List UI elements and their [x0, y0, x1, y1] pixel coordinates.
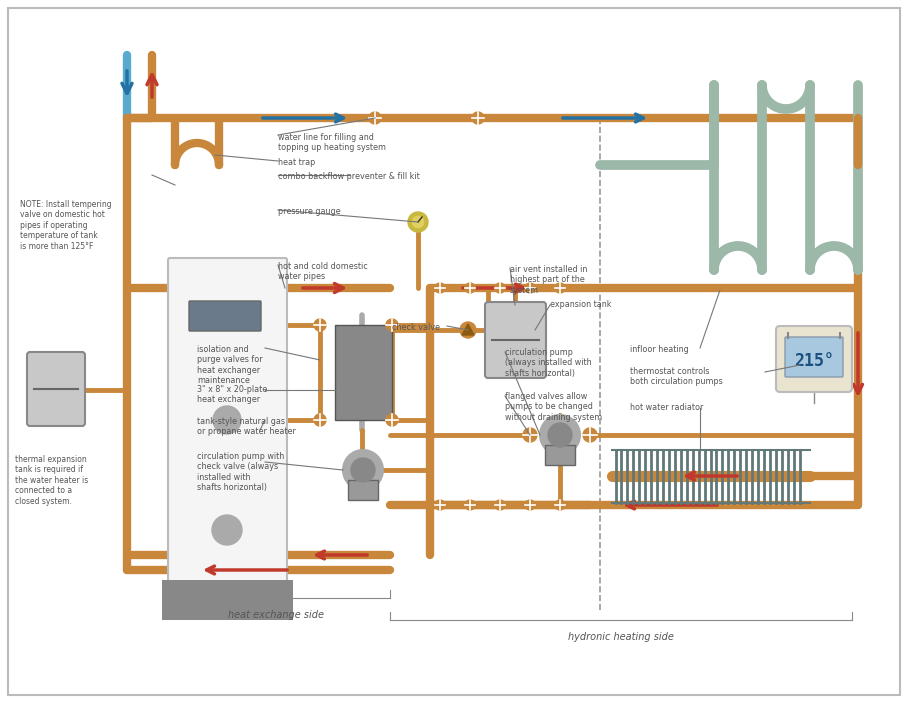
Polygon shape	[462, 324, 474, 335]
Circle shape	[525, 283, 535, 293]
Circle shape	[555, 283, 565, 293]
Circle shape	[343, 450, 383, 490]
Text: circulation pump
(always installed with
shafts horizontal): circulation pump (always installed with …	[505, 348, 592, 378]
FancyBboxPatch shape	[335, 325, 392, 420]
FancyBboxPatch shape	[348, 480, 378, 500]
Text: expansion tank: expansion tank	[550, 300, 611, 309]
Circle shape	[460, 322, 476, 338]
Text: pressure gauge: pressure gauge	[278, 207, 340, 216]
Circle shape	[465, 500, 475, 510]
FancyBboxPatch shape	[27, 352, 85, 426]
Text: combo backflow preventer & fill kit: combo backflow preventer & fill kit	[278, 172, 419, 181]
Circle shape	[495, 283, 505, 293]
Circle shape	[472, 112, 484, 124]
Circle shape	[540, 415, 580, 455]
FancyBboxPatch shape	[485, 302, 546, 378]
FancyBboxPatch shape	[785, 337, 843, 377]
Circle shape	[213, 406, 241, 434]
Circle shape	[465, 283, 475, 293]
Circle shape	[386, 414, 398, 426]
Text: check valve: check valve	[392, 323, 440, 332]
Text: water line for filling and
topping up heating system: water line for filling and topping up he…	[278, 133, 386, 153]
Text: hot water radiator: hot water radiator	[630, 403, 704, 412]
Text: hot and cold domestic
water pipes: hot and cold domestic water pipes	[278, 262, 368, 281]
Text: infloor heating: infloor heating	[630, 345, 689, 354]
Circle shape	[555, 500, 565, 510]
Text: heat trap: heat trap	[278, 158, 315, 167]
Text: 215°: 215°	[794, 352, 834, 370]
Text: air vent installed in
highest part of the
system: air vent installed in highest part of th…	[510, 265, 587, 295]
Text: 3" x 8" x 20-plate
heat exchanger: 3" x 8" x 20-plate heat exchanger	[197, 385, 267, 404]
Circle shape	[351, 458, 375, 482]
FancyBboxPatch shape	[189, 301, 261, 331]
Text: circulation pump with
check valve (always
installed with
shafts horizontal): circulation pump with check valve (alway…	[197, 452, 284, 492]
FancyBboxPatch shape	[162, 580, 293, 620]
Circle shape	[212, 515, 242, 545]
Circle shape	[435, 500, 445, 510]
Text: heat exchange side: heat exchange side	[229, 610, 324, 620]
Text: isolation and
purge valves for
heat exchanger
maintenance: isolation and purge valves for heat exch…	[197, 345, 262, 385]
Text: flanged valves allow
pumps to be changed
without draining system: flanged valves allow pumps to be changed…	[505, 392, 602, 422]
Circle shape	[369, 112, 381, 124]
Text: thermostat controls
both circulation pumps: thermostat controls both circulation pum…	[630, 367, 723, 387]
Text: thermal expansion
tank is required if
the water heater is
connected to a
closed : thermal expansion tank is required if th…	[15, 455, 88, 505]
Circle shape	[386, 319, 398, 331]
Circle shape	[408, 212, 428, 232]
Circle shape	[314, 319, 326, 331]
Text: hydronic heating side: hydronic heating side	[568, 632, 674, 642]
Circle shape	[314, 414, 326, 426]
Circle shape	[583, 428, 597, 442]
Circle shape	[525, 500, 535, 510]
FancyBboxPatch shape	[545, 445, 575, 465]
Text: tank-style natural gas
or propane water heater: tank-style natural gas or propane water …	[197, 417, 296, 437]
Text: NOTE: Install tempering
valve on domestic hot
pipes if operating
temperature of : NOTE: Install tempering valve on domesti…	[20, 200, 112, 250]
Circle shape	[548, 423, 572, 447]
Circle shape	[495, 500, 505, 510]
Circle shape	[435, 283, 445, 293]
Circle shape	[412, 216, 424, 228]
FancyBboxPatch shape	[776, 326, 852, 392]
FancyBboxPatch shape	[8, 8, 900, 695]
FancyBboxPatch shape	[168, 258, 287, 582]
Circle shape	[523, 428, 537, 442]
